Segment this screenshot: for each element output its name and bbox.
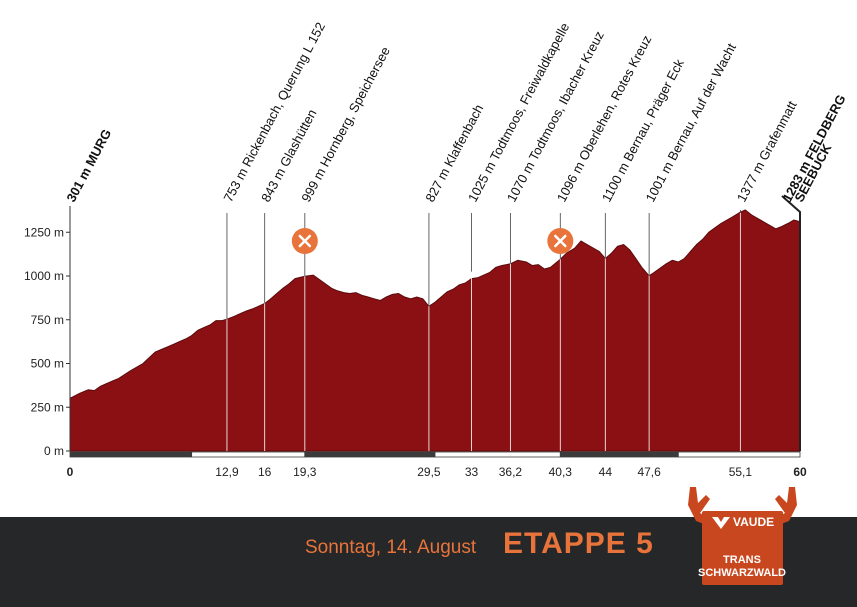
elevation-profile-area [69,209,801,452]
y-tick-label: 1000 m [24,269,64,283]
x-tick-label: 0 [67,465,74,479]
x-tick-label: 33 [465,465,479,479]
waypoint-label: 1096 m Oberlehen, Rotes Kreuz [554,33,655,205]
y-tick-label: 0 m [44,444,64,458]
logo-line1: TRANS [723,554,761,566]
x-tick-label: 19,3 [293,465,317,479]
finish-marker-line [781,195,801,451]
road-segment [677,451,801,458]
waypoint-label: 301 m MURG [63,127,114,205]
trans-schwarzwald-logo: VAUDE TRANS SCHWARZWALD [688,487,797,585]
road-segment [69,451,193,458]
logo-line2: SCHWARZWALD [698,567,786,579]
stage-date: Sonntag, 14. August [305,537,477,558]
stage-title: ETAPPE 5 [503,527,654,560]
road-segment [304,451,436,458]
road-segment [191,451,306,458]
feed-station-knife [554,234,567,248]
y-tick-label: 500 m [31,357,64,371]
vaude-mark-icon [712,517,730,529]
y-tick-label: 750 m [31,313,64,327]
logo-brand: VAUDE [733,515,774,529]
waypoint-label: 1001 m Bernau, Auf der Wacht [643,40,740,204]
x-tick-label: 60 [793,465,807,479]
x-tick-label: 55,1 [729,465,753,479]
x-tick-label: 12,9 [215,465,239,479]
x-tick-label: 16 [258,465,272,479]
y-tick-label: 250 m [31,400,64,414]
y-tick-label: 1250 m [24,225,64,239]
x-tick-label: 40,3 [549,465,573,479]
road-segment [559,451,679,458]
x-tick-label: 29,5 [417,465,441,479]
road-segment [434,451,561,458]
x-tick-label: 47,6 [637,465,661,479]
elevation-chart: 0 m 250 m 500 m 750 m 1000 m 1250 m 301 m MURG… [24,20,849,479]
feed-station-knife [298,234,312,248]
waypoint-label: 1100 m Bernau, Präger Eck [599,56,687,204]
logo-badge [702,511,783,585]
x-tick-label: 36,2 [499,465,523,479]
x-tick-label: 44 [599,465,613,479]
